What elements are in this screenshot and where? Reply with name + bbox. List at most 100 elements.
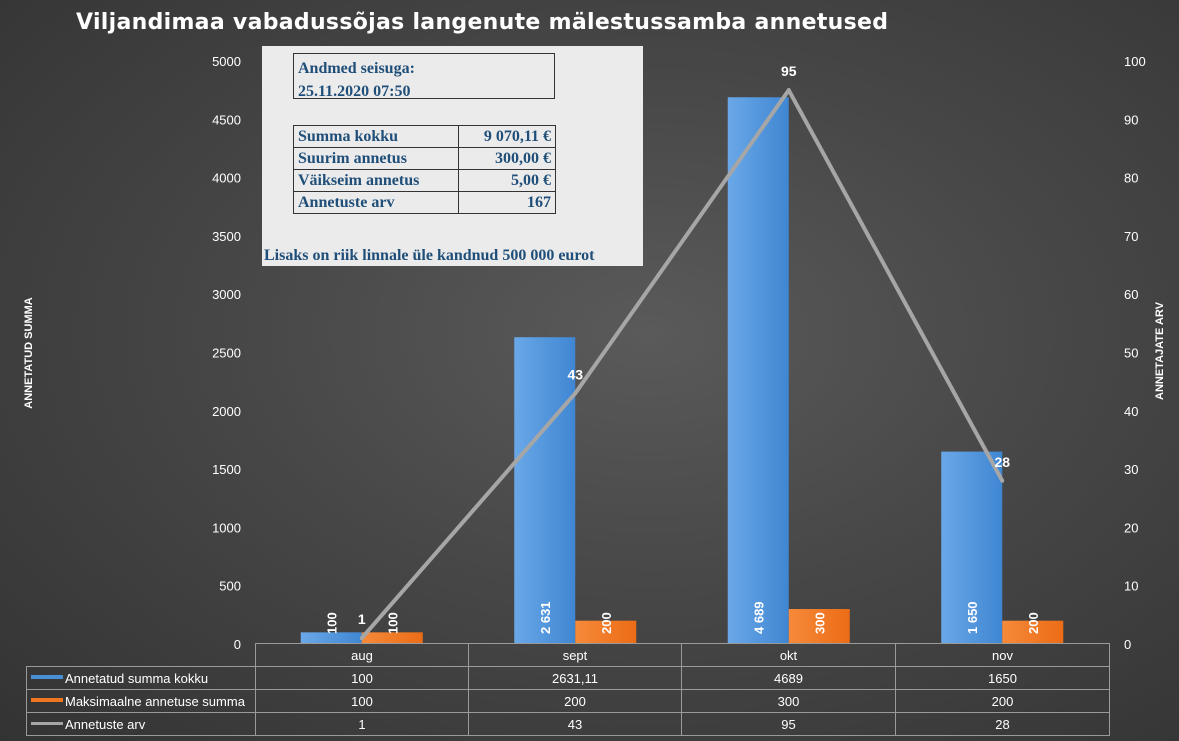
bar-total <box>300 632 362 644</box>
right-tick-label: 90 <box>1124 112 1138 127</box>
bar-data-label: 4 689 <box>751 601 766 634</box>
table-cell: 1 <box>255 712 469 736</box>
info-header-line2: 25.11.2020 07:50 <box>298 83 411 100</box>
left-tick-label: 4500 <box>212 112 241 127</box>
chart-title: Viljandimaa vabadussõjas langenute mäles… <box>76 10 889 35</box>
info-row: Annetuste arv 167 <box>293 191 556 214</box>
legend-key-orange <box>31 698 63 703</box>
info-header-line1: Andmed seisuga: <box>298 60 415 77</box>
table-cell: 2631,11 <box>468 666 682 690</box>
right-tick-label: 20 <box>1124 520 1138 535</box>
data-labels: 100 100 2 631 200 4 689 300 1 650 200 1 43 95 28 <box>324 63 1041 634</box>
left-tick-label: 1500 <box>212 462 241 477</box>
legend-entry: Annetuste arv <box>26 712 256 736</box>
table-cell: 200 <box>895 689 1110 713</box>
bar-total <box>941 451 1003 644</box>
table-cell: 100 <box>255 689 469 713</box>
table-cell: 28 <box>895 712 1110 736</box>
bar-data-label: 200 <box>599 612 614 634</box>
bar-max <box>575 620 637 644</box>
info-value: 300,00 € <box>458 147 556 170</box>
data-table-row: Maksimaalne annetuse summa 100 200 300 2… <box>26 689 1110 713</box>
right-tick-label: 80 <box>1124 171 1138 186</box>
line-data-label: 28 <box>994 454 1010 470</box>
line-series <box>359 88 1005 641</box>
info-table: Summa kokku 9 070,11 € Suurim annetus 300,… <box>293 125 556 214</box>
line-data-label: 43 <box>567 366 583 382</box>
info-header: Andmed seisuga: 25.11.2020 07:50 <box>293 53 555 100</box>
legend-key-blue <box>31 675 63 680</box>
table-cell: 200 <box>468 689 682 713</box>
count-line <box>360 88 1005 640</box>
line-data-label: 95 <box>781 63 797 79</box>
bar-data-label: 200 <box>1026 612 1041 634</box>
table-cell: 43 <box>468 712 682 736</box>
legend-label: Annetatud summa kokku <box>65 670 209 686</box>
right-tick-label: 40 <box>1124 404 1138 419</box>
left-tick-label: 500 <box>219 579 241 594</box>
category-label: sept <box>468 643 682 667</box>
table-cell: 4689 <box>681 666 896 690</box>
left-tick-label: 2500 <box>212 346 241 361</box>
left-tick-label: 4000 <box>212 171 241 186</box>
info-value: 9 070,11 € <box>458 125 556 148</box>
bar-max <box>788 609 850 644</box>
info-label: Suurim annetus <box>293 147 459 170</box>
data-table: aug sept okt nov Annetatud summa kokku 1… <box>26 643 1110 736</box>
right-tick-label: 70 <box>1124 229 1138 244</box>
right-tick-label: 10 <box>1124 579 1138 594</box>
category-label: aug <box>255 643 469 667</box>
line-data-label: 1 <box>358 611 366 627</box>
info-note: Lisaks on riik linnale üle kandnud 500 0… <box>264 247 595 264</box>
bar-data-label: 100 <box>385 612 400 634</box>
info-row: Summa kokku 9 070,11 € <box>293 125 556 148</box>
right-axis-ticks: 0 10 20 30 40 50 60 70 80 90 100 <box>1124 54 1146 652</box>
info-label: Summa kokku <box>293 125 459 148</box>
bar-total <box>727 97 789 645</box>
info-value: 5,00 € <box>458 169 556 192</box>
data-table-row: Annetuste arv 1 43 95 28 <box>26 712 1110 736</box>
left-tick-label: 3500 <box>212 229 241 244</box>
bar-max <box>361 632 423 644</box>
bar-data-label: 300 <box>812 612 827 634</box>
info-row: Suurim annetus 300,00 € <box>293 147 556 170</box>
line-point <box>786 88 791 93</box>
legend-label: Annetuste arv <box>65 716 146 732</box>
left-tick-label: 5000 <box>212 54 241 69</box>
data-table-header-row: aug sept okt nov <box>26 643 1110 667</box>
info-row: Väikseim annetus 5,00 € <box>293 169 556 192</box>
line-point <box>1000 478 1005 483</box>
category-label: nov <box>895 643 1110 667</box>
line-point <box>359 636 364 641</box>
right-tick-label: 100 <box>1124 54 1146 69</box>
bar-data-label: 1 650 <box>965 601 980 634</box>
table-cell: 1650 <box>895 666 1110 690</box>
info-label: Väikseim annetus <box>293 169 459 192</box>
info-label: Annetuste arv <box>293 191 459 214</box>
left-axis-title: ANNETATUD SUMMA <box>23 297 35 408</box>
table-cell: 300 <box>681 689 896 713</box>
data-table-row: Annetatud summa kokku 100 2631,11 4689 1… <box>26 666 1110 690</box>
right-tick-label: 30 <box>1124 462 1138 477</box>
left-tick-label: 2000 <box>212 404 241 419</box>
legend-entry: Maksimaalne annetuse summa <box>26 689 256 713</box>
legend-label: Maksimaalne annetuse summa <box>65 693 245 709</box>
table-cell: 100 <box>255 666 469 690</box>
bar-data-label: 100 <box>324 612 339 634</box>
info-value: 167 <box>458 191 556 214</box>
bar-max <box>1002 620 1064 644</box>
data-table-corner <box>26 643 256 667</box>
legend-key-gray <box>31 721 63 725</box>
bar-total <box>514 337 576 644</box>
line-point <box>573 391 578 396</box>
legend-entry: Annetatud summa kokku <box>26 666 256 690</box>
bar-data-label: 2 631 <box>538 601 553 634</box>
bar-series <box>300 97 1064 645</box>
category-label: okt <box>681 643 896 667</box>
left-tick-label: 1000 <box>212 520 241 535</box>
right-tick-label: 0 <box>1124 637 1131 652</box>
table-cell: 95 <box>681 712 896 736</box>
info-panel: Andmed seisuga: 25.11.2020 07:50 Summa k… <box>262 46 643 266</box>
